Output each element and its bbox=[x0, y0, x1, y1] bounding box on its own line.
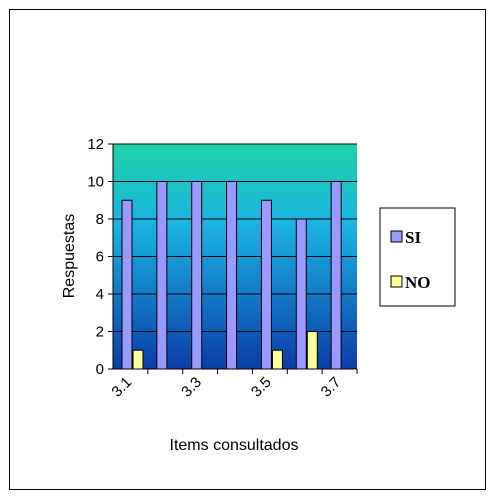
bar-si bbox=[330, 181, 342, 370]
bars bbox=[121, 181, 342, 370]
legend-label-no: NO bbox=[405, 273, 431, 292]
x-tick-labels: 3.1 3.3 3.5 3.7 bbox=[108, 369, 358, 401]
x-tick-label: 3.5 bbox=[248, 374, 275, 401]
bar-no bbox=[271, 349, 283, 370]
legend-swatch-no bbox=[390, 275, 403, 288]
y-tick-label: 0 bbox=[96, 361, 104, 378]
legend: SI NO bbox=[379, 207, 456, 307]
y-tick-label: 2 bbox=[96, 324, 104, 341]
bar-si bbox=[226, 181, 238, 370]
x-axis-title: Items consultados bbox=[170, 437, 299, 454]
x-tick-label: 3.3 bbox=[178, 374, 205, 401]
legend-label-si: SI bbox=[405, 228, 421, 247]
legend-swatch-si bbox=[390, 230, 403, 243]
y-tick-label: 10 bbox=[87, 174, 104, 191]
y-tick-label: 6 bbox=[96, 249, 104, 266]
bar-si bbox=[191, 181, 203, 370]
y-tick-labels: 0 2 4 6 8 10 12 bbox=[87, 136, 113, 378]
bar-no bbox=[306, 331, 318, 370]
bar-no bbox=[132, 349, 144, 370]
legend-box bbox=[379, 207, 456, 307]
y-tick-label: 4 bbox=[96, 286, 104, 303]
x-tick-label: 3.7 bbox=[318, 374, 345, 401]
bar-si bbox=[156, 181, 168, 370]
y-tick-label: 8 bbox=[96, 211, 104, 228]
y-tick-label: 12 bbox=[87, 136, 104, 153]
bar-si bbox=[121, 199, 133, 370]
bar-si bbox=[260, 199, 272, 370]
x-tick-label: 3.1 bbox=[108, 374, 135, 401]
y-axis-title: Respuestas bbox=[61, 214, 78, 299]
bar-si bbox=[295, 218, 307, 370]
